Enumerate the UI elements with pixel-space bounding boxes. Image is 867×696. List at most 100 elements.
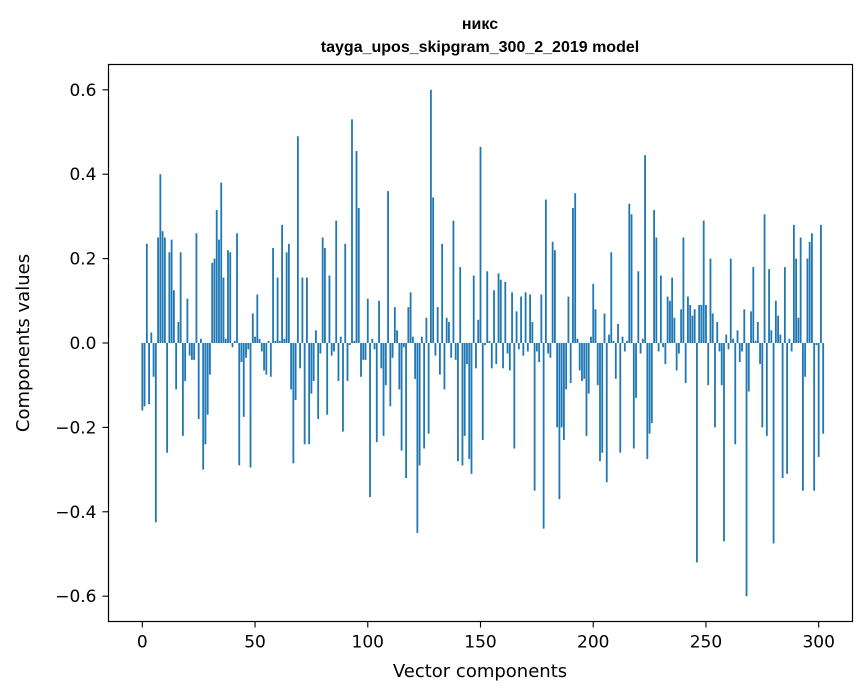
bar (650, 343, 653, 424)
bar (759, 343, 761, 365)
bar (159, 174, 162, 343)
bar (245, 343, 247, 358)
x-axis-label: Vector components (393, 661, 567, 682)
bar (538, 343, 541, 362)
bar (578, 343, 581, 371)
bar (398, 343, 401, 390)
bar (202, 343, 205, 470)
bar (380, 343, 383, 369)
bar (400, 343, 403, 451)
bar (732, 338, 734, 343)
bar (673, 317, 676, 343)
bar (290, 343, 293, 390)
bar (567, 296, 570, 343)
y-axis-label: Components values (13, 254, 34, 432)
bar (786, 343, 789, 474)
bar (641, 338, 644, 343)
bar (696, 343, 698, 563)
bar (344, 243, 347, 343)
bar (141, 343, 144, 411)
bar (333, 343, 335, 352)
bar (729, 258, 732, 343)
bar (434, 343, 437, 356)
bar (200, 338, 202, 343)
bar (583, 343, 586, 379)
bar (777, 315, 779, 343)
bar (490, 343, 493, 369)
bar (601, 343, 604, 453)
bar (709, 258, 712, 343)
bar (457, 343, 459, 462)
y-tick-label: −0.6 (55, 587, 96, 607)
bar (384, 343, 387, 386)
y-axis-ticks: −0.6 −0.4 −0.2 0.0 0.2 0.4 0.6 (55, 81, 109, 607)
bar (675, 343, 678, 371)
bar (269, 343, 272, 377)
bar (177, 321, 180, 343)
bar (172, 290, 175, 343)
bar (524, 292, 527, 343)
bar (272, 248, 274, 343)
bar (229, 252, 232, 343)
bar (416, 343, 419, 533)
bar (666, 296, 669, 343)
bar (772, 343, 775, 544)
bar (256, 294, 259, 343)
bar (475, 343, 477, 369)
bar (630, 214, 633, 343)
bar (308, 343, 311, 445)
bar (626, 340, 628, 343)
bar (312, 343, 315, 381)
bar (581, 343, 583, 381)
bar (736, 330, 739, 343)
bar (727, 343, 730, 350)
bar (430, 89, 432, 343)
bar (418, 343, 421, 466)
bar (152, 343, 155, 377)
bar (738, 343, 741, 362)
bar (326, 343, 329, 415)
bar (623, 343, 626, 352)
bar (628, 203, 631, 343)
bar (233, 340, 236, 343)
bar (468, 343, 471, 460)
bar (371, 338, 374, 343)
chart-title: никс (462, 16, 498, 33)
bar (154, 343, 157, 523)
bar (599, 343, 601, 462)
bar (741, 343, 743, 352)
bar (339, 336, 342, 343)
bar (659, 275, 662, 343)
bar (346, 343, 349, 381)
bar (470, 343, 473, 474)
bar (145, 243, 148, 343)
bar (662, 343, 665, 348)
bar (804, 343, 807, 377)
bar (508, 343, 511, 371)
bar (258, 338, 261, 343)
bar (414, 343, 417, 379)
bar (655, 237, 658, 343)
x-tick-label: 200 (577, 633, 609, 653)
bar (420, 336, 423, 343)
bar (296, 136, 299, 343)
bar (768, 269, 770, 343)
bar (197, 343, 200, 419)
bar (714, 343, 716, 428)
bar (166, 343, 169, 453)
bar (242, 343, 245, 417)
bar (499, 279, 502, 343)
bar (802, 343, 804, 491)
bar (163, 237, 166, 343)
bar (472, 275, 475, 343)
bar (610, 252, 613, 343)
bar (637, 271, 640, 343)
bar (511, 292, 513, 343)
bar (445, 317, 448, 343)
bar (220, 182, 223, 343)
bar (461, 343, 464, 466)
bar (236, 233, 238, 343)
bar (191, 343, 193, 360)
bar (565, 343, 568, 390)
bar (603, 313, 606, 343)
